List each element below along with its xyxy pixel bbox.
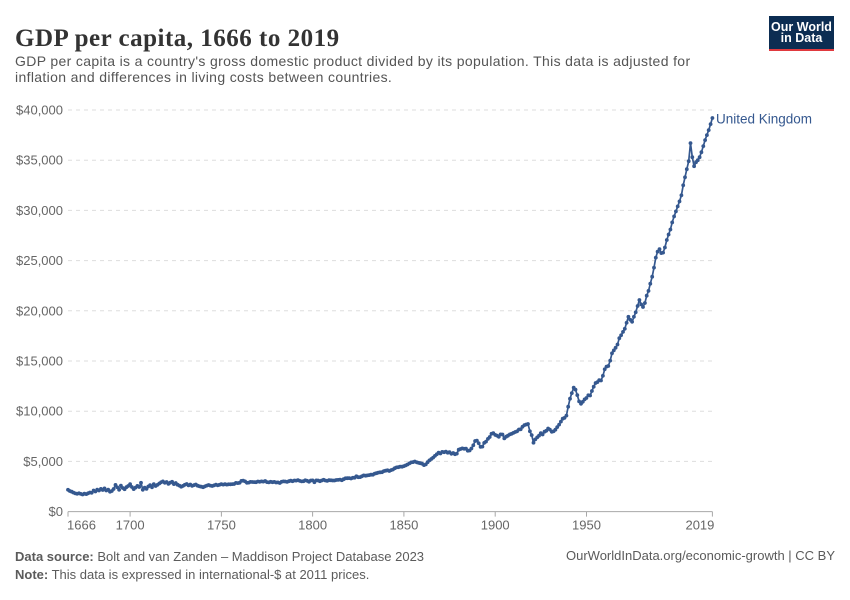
svg-text:United Kingdom: United Kingdom: [716, 112, 812, 127]
svg-text:2019: 2019: [685, 518, 714, 533]
svg-text:1900: 1900: [481, 518, 510, 533]
svg-text:$0: $0: [49, 504, 63, 519]
svg-text:1666: 1666: [67, 518, 96, 533]
svg-text:$20,000: $20,000: [16, 303, 63, 318]
svg-text:$15,000: $15,000: [16, 354, 63, 369]
svg-text:$5,000: $5,000: [23, 454, 63, 469]
svg-text:1850: 1850: [389, 518, 418, 533]
svg-text:1800: 1800: [298, 518, 327, 533]
svg-text:$40,000: $40,000: [16, 103, 63, 118]
svg-text:1750: 1750: [207, 518, 236, 533]
svg-text:$25,000: $25,000: [16, 253, 63, 268]
svg-text:$35,000: $35,000: [16, 153, 63, 168]
svg-text:$30,000: $30,000: [16, 203, 63, 218]
svg-text:1950: 1950: [572, 518, 601, 533]
svg-text:$10,000: $10,000: [16, 404, 63, 419]
svg-text:1700: 1700: [116, 518, 145, 533]
